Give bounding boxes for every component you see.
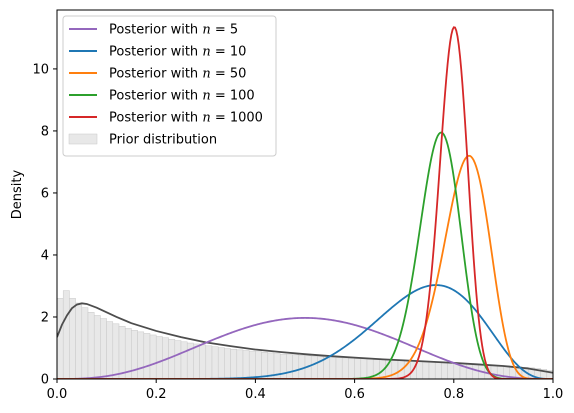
x-tick-label: 0.4 xyxy=(245,387,266,402)
prior-bar xyxy=(279,353,287,379)
y-tick-label: 0 xyxy=(41,373,49,388)
prior-bar xyxy=(193,343,200,379)
series-line xyxy=(57,131,553,379)
prior-bar xyxy=(453,363,461,379)
legend-entry: Posterior with n = 1000 xyxy=(109,111,263,126)
prior-bar xyxy=(465,363,473,379)
prior-bar xyxy=(292,354,300,379)
y-tick-label: 4 xyxy=(41,248,49,263)
series-line xyxy=(57,154,553,379)
prior-bar xyxy=(112,323,120,379)
x-tick-label: 0.2 xyxy=(146,387,167,402)
prior-bar xyxy=(137,331,145,379)
prior-bar xyxy=(416,361,424,379)
prior-bar xyxy=(248,350,256,379)
prior-bar xyxy=(75,302,83,379)
prior-bar xyxy=(422,361,430,379)
prior-bar xyxy=(286,354,293,379)
prior-bar xyxy=(155,336,163,379)
prior-bar xyxy=(81,307,89,379)
prior-bar xyxy=(236,349,244,379)
prior-bar xyxy=(434,362,442,379)
prior-bar xyxy=(168,339,176,379)
prior-bar xyxy=(310,355,318,379)
y-tick-label: 8 xyxy=(41,124,49,139)
prior-bar xyxy=(93,315,101,379)
prior-bar xyxy=(391,360,399,379)
y-axis-label: Density xyxy=(10,169,25,219)
prior-bar xyxy=(261,352,269,379)
prior-bar xyxy=(62,290,70,379)
prior-bar xyxy=(447,362,455,379)
posterior-series xyxy=(57,26,553,379)
legend-box xyxy=(62,15,277,157)
legend: Posterior with n = 5 Posterior with n = 1… xyxy=(62,15,277,157)
prior-histogram xyxy=(57,290,553,379)
prior-bar xyxy=(217,347,225,379)
prior-bar xyxy=(348,357,355,379)
prior-bar xyxy=(335,357,343,379)
legend-entry: Posterior with n = 10 xyxy=(109,45,246,60)
plot-frame xyxy=(56,9,554,380)
series-line xyxy=(57,26,553,379)
prior-bar xyxy=(143,333,151,379)
legend-entry: Posterior with n = 100 xyxy=(109,89,255,104)
prior-bar xyxy=(329,357,337,379)
legend-entry: Posterior with n = 5 xyxy=(109,23,238,38)
prior-bar xyxy=(205,345,213,379)
prior-bar xyxy=(354,358,362,379)
prior-bar xyxy=(199,344,207,379)
prior-bar xyxy=(360,358,368,379)
legend-entry: Posterior with n = 50 xyxy=(109,67,246,82)
series-line xyxy=(57,317,553,379)
prior-bar xyxy=(323,356,331,379)
prior-bar xyxy=(131,330,138,379)
prior-bar xyxy=(174,340,182,379)
prior-bar xyxy=(255,351,262,379)
prior-bar xyxy=(441,362,448,379)
prior-bar xyxy=(496,365,504,379)
prior-bar xyxy=(57,298,64,379)
prior-bar xyxy=(180,341,188,379)
legend-entry: Prior distribution xyxy=(109,133,217,148)
x-tick-label: 1.0 xyxy=(543,387,564,402)
y-tick-label: 10 xyxy=(32,62,49,77)
prior-bar xyxy=(242,350,250,379)
prior-bar xyxy=(87,312,95,379)
x-tick-label: 0.8 xyxy=(443,387,464,402)
x-tick-label: 0.6 xyxy=(344,387,365,402)
prior-bar xyxy=(341,357,349,379)
prior-bar xyxy=(100,318,107,379)
prior-bar xyxy=(230,348,238,379)
y-tick-label: 2 xyxy=(41,310,49,325)
prior-bar xyxy=(472,364,479,379)
prior-bar xyxy=(211,346,219,379)
prior-bar xyxy=(118,326,126,379)
prior-bar xyxy=(224,348,231,379)
legend-swatch xyxy=(68,133,98,145)
x-tick-label: 0.0 xyxy=(47,387,68,402)
x-axis: 0.0 0.2 0.4 0.6 0.8 1.0 xyxy=(47,379,564,402)
prior-bar xyxy=(149,334,157,379)
prior-curve xyxy=(57,302,553,374)
y-axis: 0 2 4 6 8 10 xyxy=(32,62,57,388)
prior-bar xyxy=(428,362,436,379)
prior-curve-line xyxy=(57,302,553,374)
y-tick-label: 6 xyxy=(41,186,49,201)
prior-bar xyxy=(106,321,114,379)
